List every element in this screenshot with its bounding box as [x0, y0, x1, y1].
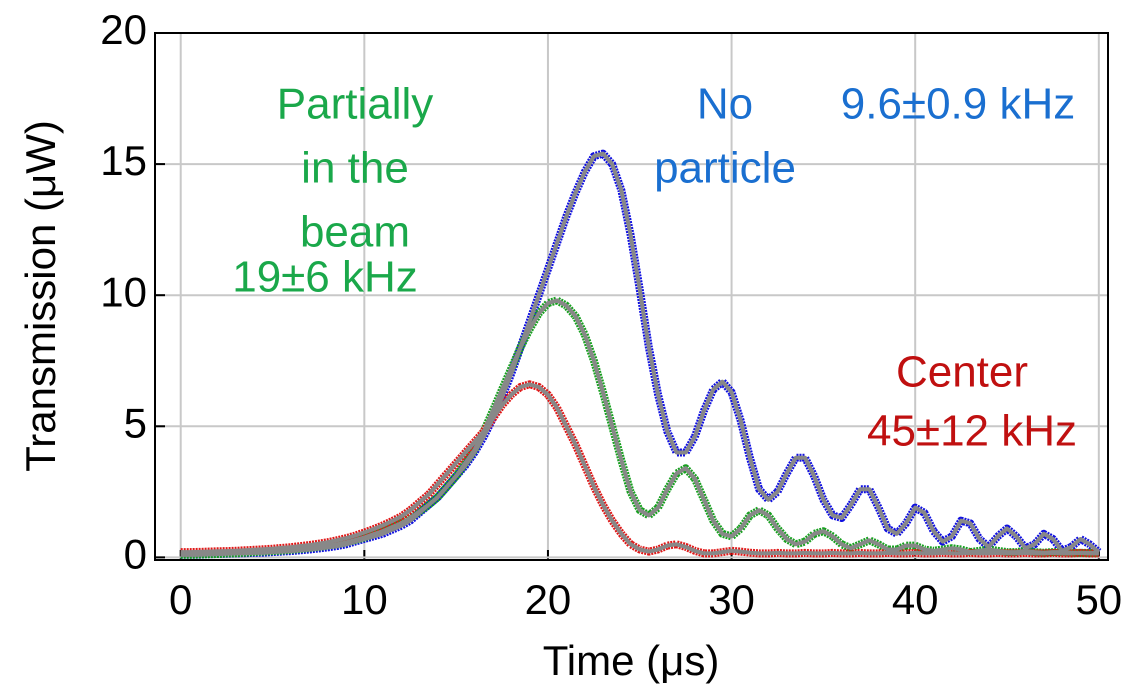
x-tick-label: 10 [341, 576, 388, 623]
y-tick-label: 10 [100, 268, 147, 315]
x-axis-label: Time (μs) [543, 637, 720, 684]
annotation: particle [654, 144, 796, 193]
x-tick-label: 20 [525, 576, 572, 623]
y-tick-label: 20 [100, 6, 147, 53]
fit-line [180, 382, 1099, 556]
x-tick-label: 30 [708, 576, 755, 623]
annotation: 9.6±0.9 kHz [841, 80, 1075, 129]
plot-frame [154, 32, 1109, 561]
y-tick-label: 0 [124, 530, 147, 577]
y-tick-label: 5 [124, 399, 147, 446]
x-tick-label: 0 [169, 576, 192, 623]
y-axis-label: Transmission (μW) [17, 120, 64, 472]
annotation: 19±6 kHz [232, 253, 418, 302]
annotation: Center [896, 348, 1028, 397]
fit-line [180, 298, 1099, 557]
annotation: 45±12 kHz [867, 407, 1077, 456]
annotation: beam [300, 208, 410, 257]
x-tick-label: 50 [1075, 576, 1122, 623]
annotation: in the [301, 144, 409, 193]
annotation: Partially [277, 80, 434, 129]
x-tick-label: 40 [892, 576, 939, 623]
y-tick-label: 15 [100, 137, 147, 184]
annotation: No [697, 80, 753, 129]
